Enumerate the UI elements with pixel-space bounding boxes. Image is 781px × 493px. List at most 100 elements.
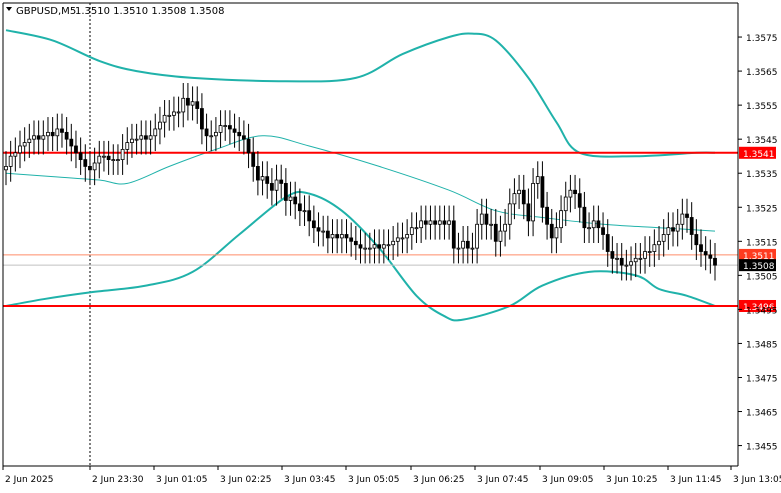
candle-body xyxy=(353,240,358,246)
candle-body xyxy=(545,206,549,225)
candle-body xyxy=(615,257,619,260)
x-tick-label: 3 Jun 11:45 xyxy=(670,475,721,485)
candle-body xyxy=(540,176,545,208)
candle-body xyxy=(363,247,368,250)
candle-body xyxy=(269,183,274,191)
candle-body xyxy=(186,97,190,106)
candle-body xyxy=(568,189,573,198)
candle-body xyxy=(699,244,703,252)
candle-body xyxy=(498,230,503,242)
candle-body xyxy=(647,251,652,253)
y-tick-label: 1.3485 xyxy=(746,340,778,350)
candle-body xyxy=(321,230,326,233)
candle-body xyxy=(512,193,517,205)
candle-body xyxy=(582,206,587,229)
candle-body xyxy=(83,159,88,167)
candle-body xyxy=(13,152,18,157)
candle-body xyxy=(349,237,354,242)
candle-body xyxy=(88,166,92,171)
candle-body xyxy=(344,234,349,239)
candle-body xyxy=(386,244,391,247)
collapse-triangle-icon[interactable] xyxy=(6,7,12,11)
candle-body xyxy=(713,257,717,266)
y-tick-label: 1.3515 xyxy=(746,238,778,248)
candle-body xyxy=(442,220,447,225)
candle-body xyxy=(246,138,251,154)
x-tick-label: 2 Jun 2025 xyxy=(5,475,53,485)
candle-body xyxy=(409,227,414,235)
candle-body xyxy=(255,166,260,181)
candle-body xyxy=(32,135,36,140)
candle-body xyxy=(381,244,386,249)
candle-body xyxy=(372,244,377,249)
price-tag-label: 1.3541 xyxy=(743,150,775,160)
candle-body xyxy=(451,220,456,249)
candle-body xyxy=(8,155,13,167)
candle-body xyxy=(293,196,298,205)
candle-body xyxy=(200,108,204,130)
candle-body xyxy=(633,257,638,263)
y-tick-label: 1.3575 xyxy=(746,34,778,44)
candle-body xyxy=(153,128,158,137)
x-tick-label: 3 Jun 03:45 xyxy=(284,475,335,485)
candle-body xyxy=(456,247,461,250)
candle-body xyxy=(316,227,321,232)
candle-body xyxy=(652,244,657,252)
candle-body xyxy=(694,234,699,246)
candle-body xyxy=(130,138,134,143)
candle-body xyxy=(666,227,671,235)
candle-body xyxy=(479,213,484,225)
candle-body xyxy=(46,131,50,137)
candle-body xyxy=(624,264,629,267)
candle-body xyxy=(251,152,256,167)
bollinger-lower-line xyxy=(5,190,716,322)
candle-body xyxy=(596,220,601,229)
candle-body xyxy=(680,213,685,225)
candle-body xyxy=(685,213,689,218)
candle-body xyxy=(447,220,452,225)
candle-body xyxy=(60,128,64,133)
y-tick-label: 1.3565 xyxy=(746,68,778,78)
candle-body xyxy=(619,257,624,266)
price-tag-box xyxy=(739,259,776,272)
candle-body xyxy=(591,220,596,229)
x-tick-label: 3 Jun 10:25 xyxy=(606,475,657,485)
candle-body xyxy=(573,189,577,195)
candle-body xyxy=(554,227,559,239)
candle-body xyxy=(274,179,279,191)
candle-body xyxy=(433,220,438,225)
y-tick-label: 1.3525 xyxy=(746,204,778,214)
candle-body xyxy=(144,135,148,140)
candle-body xyxy=(419,220,424,229)
y-tick-label: 1.3495 xyxy=(746,306,778,316)
candle-body xyxy=(148,135,153,140)
candle-body xyxy=(218,125,223,133)
candle-body xyxy=(214,131,218,137)
candle-body xyxy=(307,210,312,222)
candle-body xyxy=(125,142,130,150)
candle-body xyxy=(50,131,55,137)
x-tick-label: 3 Jun 05:05 xyxy=(348,475,399,485)
y-tick-label: 1.3555 xyxy=(746,102,778,112)
candle-body xyxy=(69,138,74,147)
candle-body xyxy=(223,125,228,127)
x-tick-label: 3 Jun 13:05 xyxy=(733,475,781,485)
candle-body xyxy=(395,237,400,242)
candle-body xyxy=(470,247,475,250)
candle-body xyxy=(195,101,200,109)
candle-body xyxy=(577,193,582,208)
candle-body xyxy=(302,210,307,213)
candle-body xyxy=(563,196,568,212)
candle-body xyxy=(414,227,419,230)
candle-body xyxy=(335,234,340,239)
y-tick-label: 1.3535 xyxy=(746,170,778,180)
candle-body xyxy=(181,97,186,113)
candle-body xyxy=(587,227,591,230)
candle-body xyxy=(367,247,372,250)
candle-body xyxy=(78,152,83,161)
candle-body xyxy=(610,251,615,259)
candle-body xyxy=(531,183,535,222)
candle-body xyxy=(176,111,181,114)
y-tick-label: 1.3545 xyxy=(746,136,778,146)
price-tag-box xyxy=(739,248,776,261)
